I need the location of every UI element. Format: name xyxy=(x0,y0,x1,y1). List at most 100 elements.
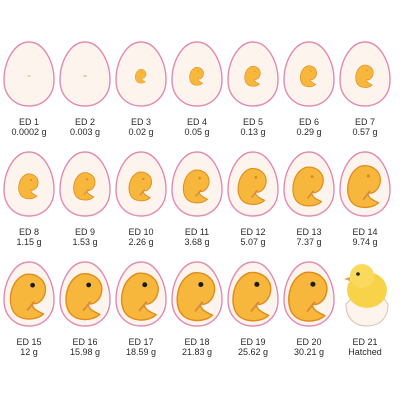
eye-icon xyxy=(198,176,201,180)
stage-day: ED 21 xyxy=(352,337,378,347)
egg-stage-11 xyxy=(171,150,223,217)
limb-mark xyxy=(306,301,316,313)
egg-stage-3 xyxy=(115,40,167,107)
eye-icon xyxy=(366,174,371,178)
limb-mark xyxy=(194,301,204,312)
eye-icon xyxy=(253,70,256,72)
stage-weight: 5.07 g xyxy=(240,237,266,247)
embryo xyxy=(65,273,103,321)
chick-beak xyxy=(344,277,350,281)
stage-label: ED 2 0.003 g xyxy=(54,117,116,137)
embryo-body xyxy=(128,171,152,202)
stage-day: ED 18 xyxy=(184,337,210,347)
stage-day: ED 11 xyxy=(184,227,210,237)
embryo-body xyxy=(244,66,261,87)
chick-head xyxy=(350,264,374,288)
embryo xyxy=(347,165,381,209)
limb-mark xyxy=(195,189,202,197)
embryo-body xyxy=(347,165,381,209)
stage-weight: 0.02 g xyxy=(128,127,154,137)
egg-stage-2 xyxy=(59,40,111,107)
egg-stage-10 xyxy=(115,150,167,217)
egg-stage-16 xyxy=(59,260,111,327)
stage-weight: 0.57 g xyxy=(352,127,378,137)
stage-weight: 12 g xyxy=(20,347,38,357)
stage-day: ED 4 xyxy=(186,117,207,127)
stage-label: ED 3 0.02 g xyxy=(110,117,172,137)
eye-icon xyxy=(30,179,32,181)
stage-day: ED 17 xyxy=(128,337,154,347)
egg-stage-9 xyxy=(59,150,111,217)
stage-weight: 0.29 g xyxy=(296,127,322,137)
stage-day: ED 20 xyxy=(296,337,322,347)
stage-label: ED 8 1.15 g xyxy=(0,227,60,247)
eye-icon xyxy=(86,178,89,181)
embryo-body xyxy=(120,272,159,321)
eye-icon xyxy=(142,282,148,288)
embryo xyxy=(189,67,204,86)
stage-label: ED 9 1.53 g xyxy=(54,227,116,247)
embryo-body xyxy=(300,65,317,88)
eye-icon xyxy=(366,69,368,72)
embryo-body xyxy=(18,173,39,200)
embryo xyxy=(120,272,159,321)
blastoderm-spot xyxy=(28,75,30,77)
egg-stage-7 xyxy=(339,40,391,107)
stage-weight: 0.05 g xyxy=(184,127,210,137)
stage-weight: 0.13 g xyxy=(240,127,266,137)
embryo-body xyxy=(355,64,374,88)
embryo xyxy=(237,168,267,205)
egg-stage-20 xyxy=(283,260,335,327)
limb-mark xyxy=(82,300,92,312)
eye-icon xyxy=(310,175,314,179)
egg-stage-17 xyxy=(115,260,167,327)
stage-weight: 7.37 g xyxy=(296,237,322,247)
limb-mark xyxy=(83,188,89,196)
embryo xyxy=(18,173,39,200)
embryo xyxy=(135,69,147,84)
stage-day: ED 16 xyxy=(72,337,98,347)
egg-shell xyxy=(3,41,55,107)
egg-stage-12 xyxy=(227,150,279,217)
stage-label: ED 16 15.98 g xyxy=(54,337,116,357)
embryo-body xyxy=(182,169,210,204)
stage-day: ED 19 xyxy=(240,337,266,347)
eye-icon xyxy=(142,177,145,181)
eye-icon xyxy=(86,282,92,288)
egg-stage-4 xyxy=(171,40,223,107)
stage-weight: 25.62 g xyxy=(237,347,269,357)
hatched-chick xyxy=(344,264,389,327)
embryo xyxy=(73,172,96,201)
limb-mark xyxy=(139,189,145,196)
stage-day: ED 14 xyxy=(352,227,378,237)
eye-icon xyxy=(310,70,312,72)
stage-label: ED 21 Hatched xyxy=(334,337,396,357)
eye-icon xyxy=(254,175,258,179)
stage-label: ED 14 9.74 g xyxy=(334,227,396,247)
stage-label: ED 18 21.83 g xyxy=(166,337,228,357)
chick-eye-icon xyxy=(356,272,360,276)
eye-icon xyxy=(310,281,316,287)
limb-mark xyxy=(306,190,315,199)
limb-mark xyxy=(250,301,260,313)
stage-weight: 2.26 g xyxy=(128,237,154,247)
stage-day: ED 5 xyxy=(242,117,263,127)
stage-label: ED 11 3.68 g xyxy=(166,227,228,247)
stage-day: ED 8 xyxy=(18,227,39,237)
embryo xyxy=(176,272,216,322)
egg-stage-13 xyxy=(283,150,335,217)
eye-icon xyxy=(198,281,204,287)
embryo-body xyxy=(237,168,267,205)
embryo xyxy=(288,271,328,322)
stage-day: ED 1 xyxy=(18,117,39,127)
stage-label: ED 5 0.13 g xyxy=(222,117,284,137)
stage-day: ED 9 xyxy=(74,227,95,237)
embryo-body xyxy=(292,166,324,207)
embryo xyxy=(83,75,87,77)
stage-day: ED 12 xyxy=(240,227,266,237)
eye-icon xyxy=(254,281,260,287)
stage-weight: 30.21 g xyxy=(293,347,325,357)
egg-stage-18 xyxy=(171,260,223,327)
embryo xyxy=(244,66,261,87)
